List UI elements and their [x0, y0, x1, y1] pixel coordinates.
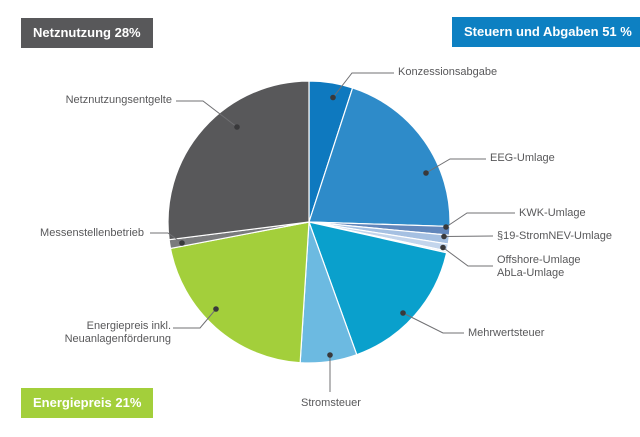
label-energiepreis: Energiepreis inkl. Neuanlagenförderung [65, 320, 171, 346]
leader-line-messenstellenbetrieb [150, 232, 183, 244]
leader-line-stromnev-umlage [443, 235, 494, 237]
leader-line-offshore-abla [442, 247, 493, 267]
label-offshore-umlage: Offshore-Umlage [497, 254, 581, 266]
pie-slice-eeg-umlage [308, 87, 451, 228]
leader-dot-stromsteuer [327, 352, 333, 358]
label-kwk-umlage: KWK-Umlage [519, 207, 586, 219]
label-eeg-umlage: EEG-Umlage [490, 152, 555, 164]
pie-slice-energiepreis [169, 221, 310, 364]
leader-dot-eeg-umlage [423, 170, 429, 176]
label-netznutzungsentgelte: Netznutzungsentgelte [65, 94, 172, 106]
leader-line-kwk-umlage [445, 212, 515, 228]
leader-line-konzessionsabgabe [332, 72, 394, 98]
leader-line-energiepreis [173, 308, 217, 329]
badge-netznutzung: Netznutzung 28% [21, 18, 153, 48]
leader-dot-messenstellenbetrieb [179, 240, 185, 246]
label-messenstellenbetrieb: Messenstellenbetrieb [40, 227, 144, 239]
label-konzessionsabgabe: Konzessionsabgabe [398, 66, 498, 78]
label-offshore-abla: Offshore-Umlage AbLa-Umlage [497, 254, 581, 280]
label-mehrwertsteuer: Mehrwertsteuer [468, 327, 545, 339]
leader-dot-kwk-umlage [443, 224, 449, 230]
label-stromnev-umlage: §19-StromNEV-Umlage [497, 230, 612, 242]
leader-line-eeg-umlage [425, 158, 486, 174]
label-abla-umlage: AbLa-Umlage [497, 267, 565, 279]
leader-dot-stromnev-umlage [441, 233, 447, 240]
pie-slice-netznutzungsentgelte [167, 80, 310, 241]
label-stromsteuer: Stromsteuer [301, 397, 361, 409]
label-energiepreis-line2: Neuanlagenförderung [64, 333, 171, 345]
leader-dot-konzessionsabgabe [330, 94, 336, 101]
badge-energiepreis: Energiepreis 21% [21, 388, 154, 418]
leader-dot-offshore-abla [440, 244, 446, 251]
leader-line-netznutzungsentgelte [176, 100, 238, 128]
leader-dot-netznutzungsentgelte [234, 124, 240, 130]
leader-dot-energiepreis [213, 306, 219, 312]
leader-dot-mehrwertsteuer [400, 310, 406, 316]
leader-line-mehrwertsteuer [402, 312, 464, 334]
badge-steuern-und-abgaben: Steuern und Abgaben 51 % [452, 17, 640, 47]
label-energiepreis-line1: Energiepreis inkl. [86, 320, 171, 332]
pie-slice-mehrwertsteuer [308, 221, 448, 356]
